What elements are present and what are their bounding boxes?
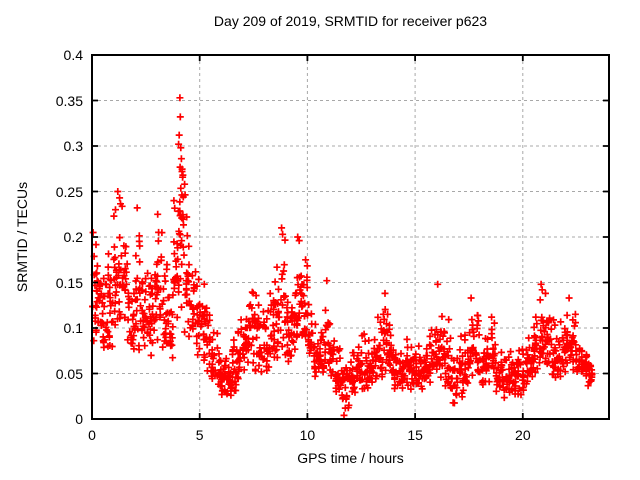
y-tick-label: 0.1 <box>63 320 83 336</box>
y-tick-label: 0.2 <box>63 229 83 245</box>
y-tick-label: 0 <box>75 411 83 427</box>
chart-title: Day 209 of 2019, SRMTID for receiver p62… <box>213 13 488 29</box>
y-tick-label: 0.3 <box>63 138 83 154</box>
x-tick-label: 5 <box>195 427 204 443</box>
y-tick-label: 0.25 <box>55 183 83 200</box>
y-tick-label: 0.35 <box>55 92 83 109</box>
axis-ticks <box>91 54 609 420</box>
x-tick-label: 15 <box>407 427 423 443</box>
x-tick-label: 0 <box>88 427 96 443</box>
y-tick-label: 0.4 <box>63 47 83 63</box>
x-tick-label: 20 <box>515 427 531 443</box>
y-tick-label: 0.15 <box>55 274 83 291</box>
x-tick-label: 10 <box>299 427 316 443</box>
scatter-points <box>89 94 596 419</box>
x-axis-label: GPS time / hours <box>297 450 404 466</box>
y-tick-label: 0.05 <box>55 365 83 382</box>
